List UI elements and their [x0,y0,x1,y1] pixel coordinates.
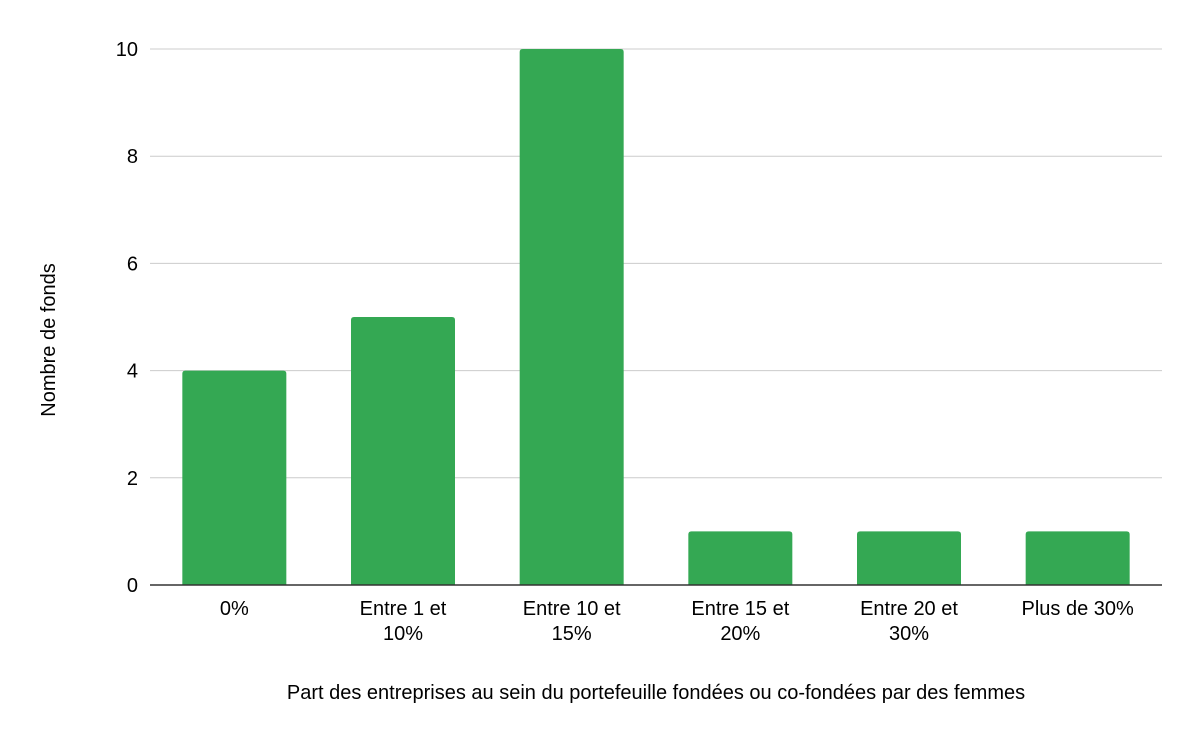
x-tick-label: Plus de 30% [1022,598,1135,620]
x-tick-label-line: 30% [889,623,929,645]
bar[interactable] [182,370,287,585]
x-tick-label: 0% [220,598,249,620]
x-tick-label-line: 10% [383,623,423,645]
y-tick-label: 0 [127,575,138,597]
x-tick-label: Entre 20 et 30% [860,598,958,645]
y-tick-labels: 0 2 4 6 8 10 [116,39,138,597]
bar[interactable] [351,317,455,585]
bar[interactable] [857,531,961,585]
x-tick-label-line: Entre 15 et [691,598,789,620]
bar[interactable] [1025,531,1130,585]
x-tick-label-line: Entre 20 et [860,598,958,620]
y-tick-label: 6 [127,253,138,275]
bars [182,49,1130,585]
x-tick-label-line: 20% [720,623,760,645]
x-axis-title: Part des entreprises au sein du portefeu… [287,682,1025,704]
x-tick-label-line: Entre 10 et [523,598,621,620]
y-tick-label: 10 [116,39,138,61]
gridlines [150,48,1162,479]
x-tick-label: Entre 15 et 20% [691,598,789,645]
y-axis-title: Nombre de fonds [38,263,60,416]
x-tick-label-line: 0% [220,598,249,620]
y-tick-label: 2 [127,468,138,490]
y-tick-label: 8 [127,146,138,168]
bar[interactable] [519,49,624,585]
x-tick-labels: 0% Entre 1 et 10% Entre 10 et 15% Entre 15 et… [220,598,1134,645]
x-tick-label-line: Entre 1 et [360,598,447,620]
x-tick-label: Entre 10 et 15% [523,598,621,645]
x-tick-label: Entre 1 et 10% [360,598,447,645]
y-tick-label: 4 [127,361,138,383]
x-tick-label-line: Plus de 30% [1022,598,1135,620]
x-tick-label-line: 15% [552,623,592,645]
bar[interactable] [688,531,793,585]
